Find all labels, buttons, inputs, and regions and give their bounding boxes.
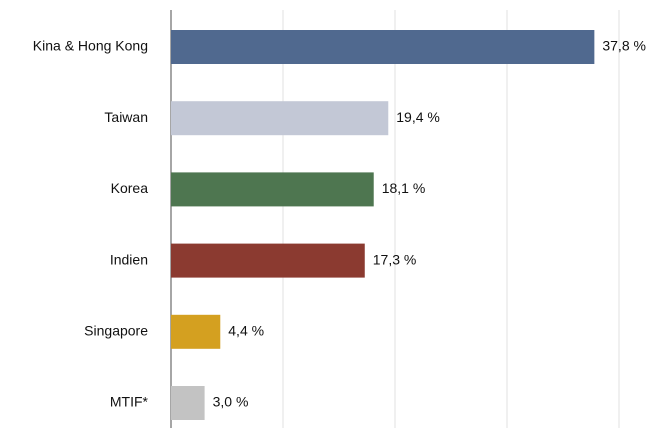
- value-label: 4,4 %: [228, 323, 264, 339]
- category-label: Indien: [110, 251, 148, 267]
- bar: [171, 172, 374, 207]
- category-label: Korea: [111, 180, 149, 196]
- value-label: 37,8 %: [602, 38, 646, 54]
- category-label: Kina & Hong Kong: [33, 38, 148, 54]
- category-label: Taiwan: [104, 109, 148, 125]
- bar: [171, 386, 205, 420]
- value-label: 19,4 %: [396, 109, 440, 125]
- bar: [171, 101, 389, 136]
- category-label: Singapore: [84, 323, 148, 339]
- value-label: 18,1 %: [382, 180, 426, 196]
- bar: [171, 243, 365, 278]
- value-label: 3,0 %: [213, 394, 249, 410]
- bar: [171, 314, 221, 349]
- category-label: MTIF*: [110, 394, 149, 410]
- bar: [171, 30, 595, 64]
- value-label: 17,3 %: [373, 251, 417, 267]
